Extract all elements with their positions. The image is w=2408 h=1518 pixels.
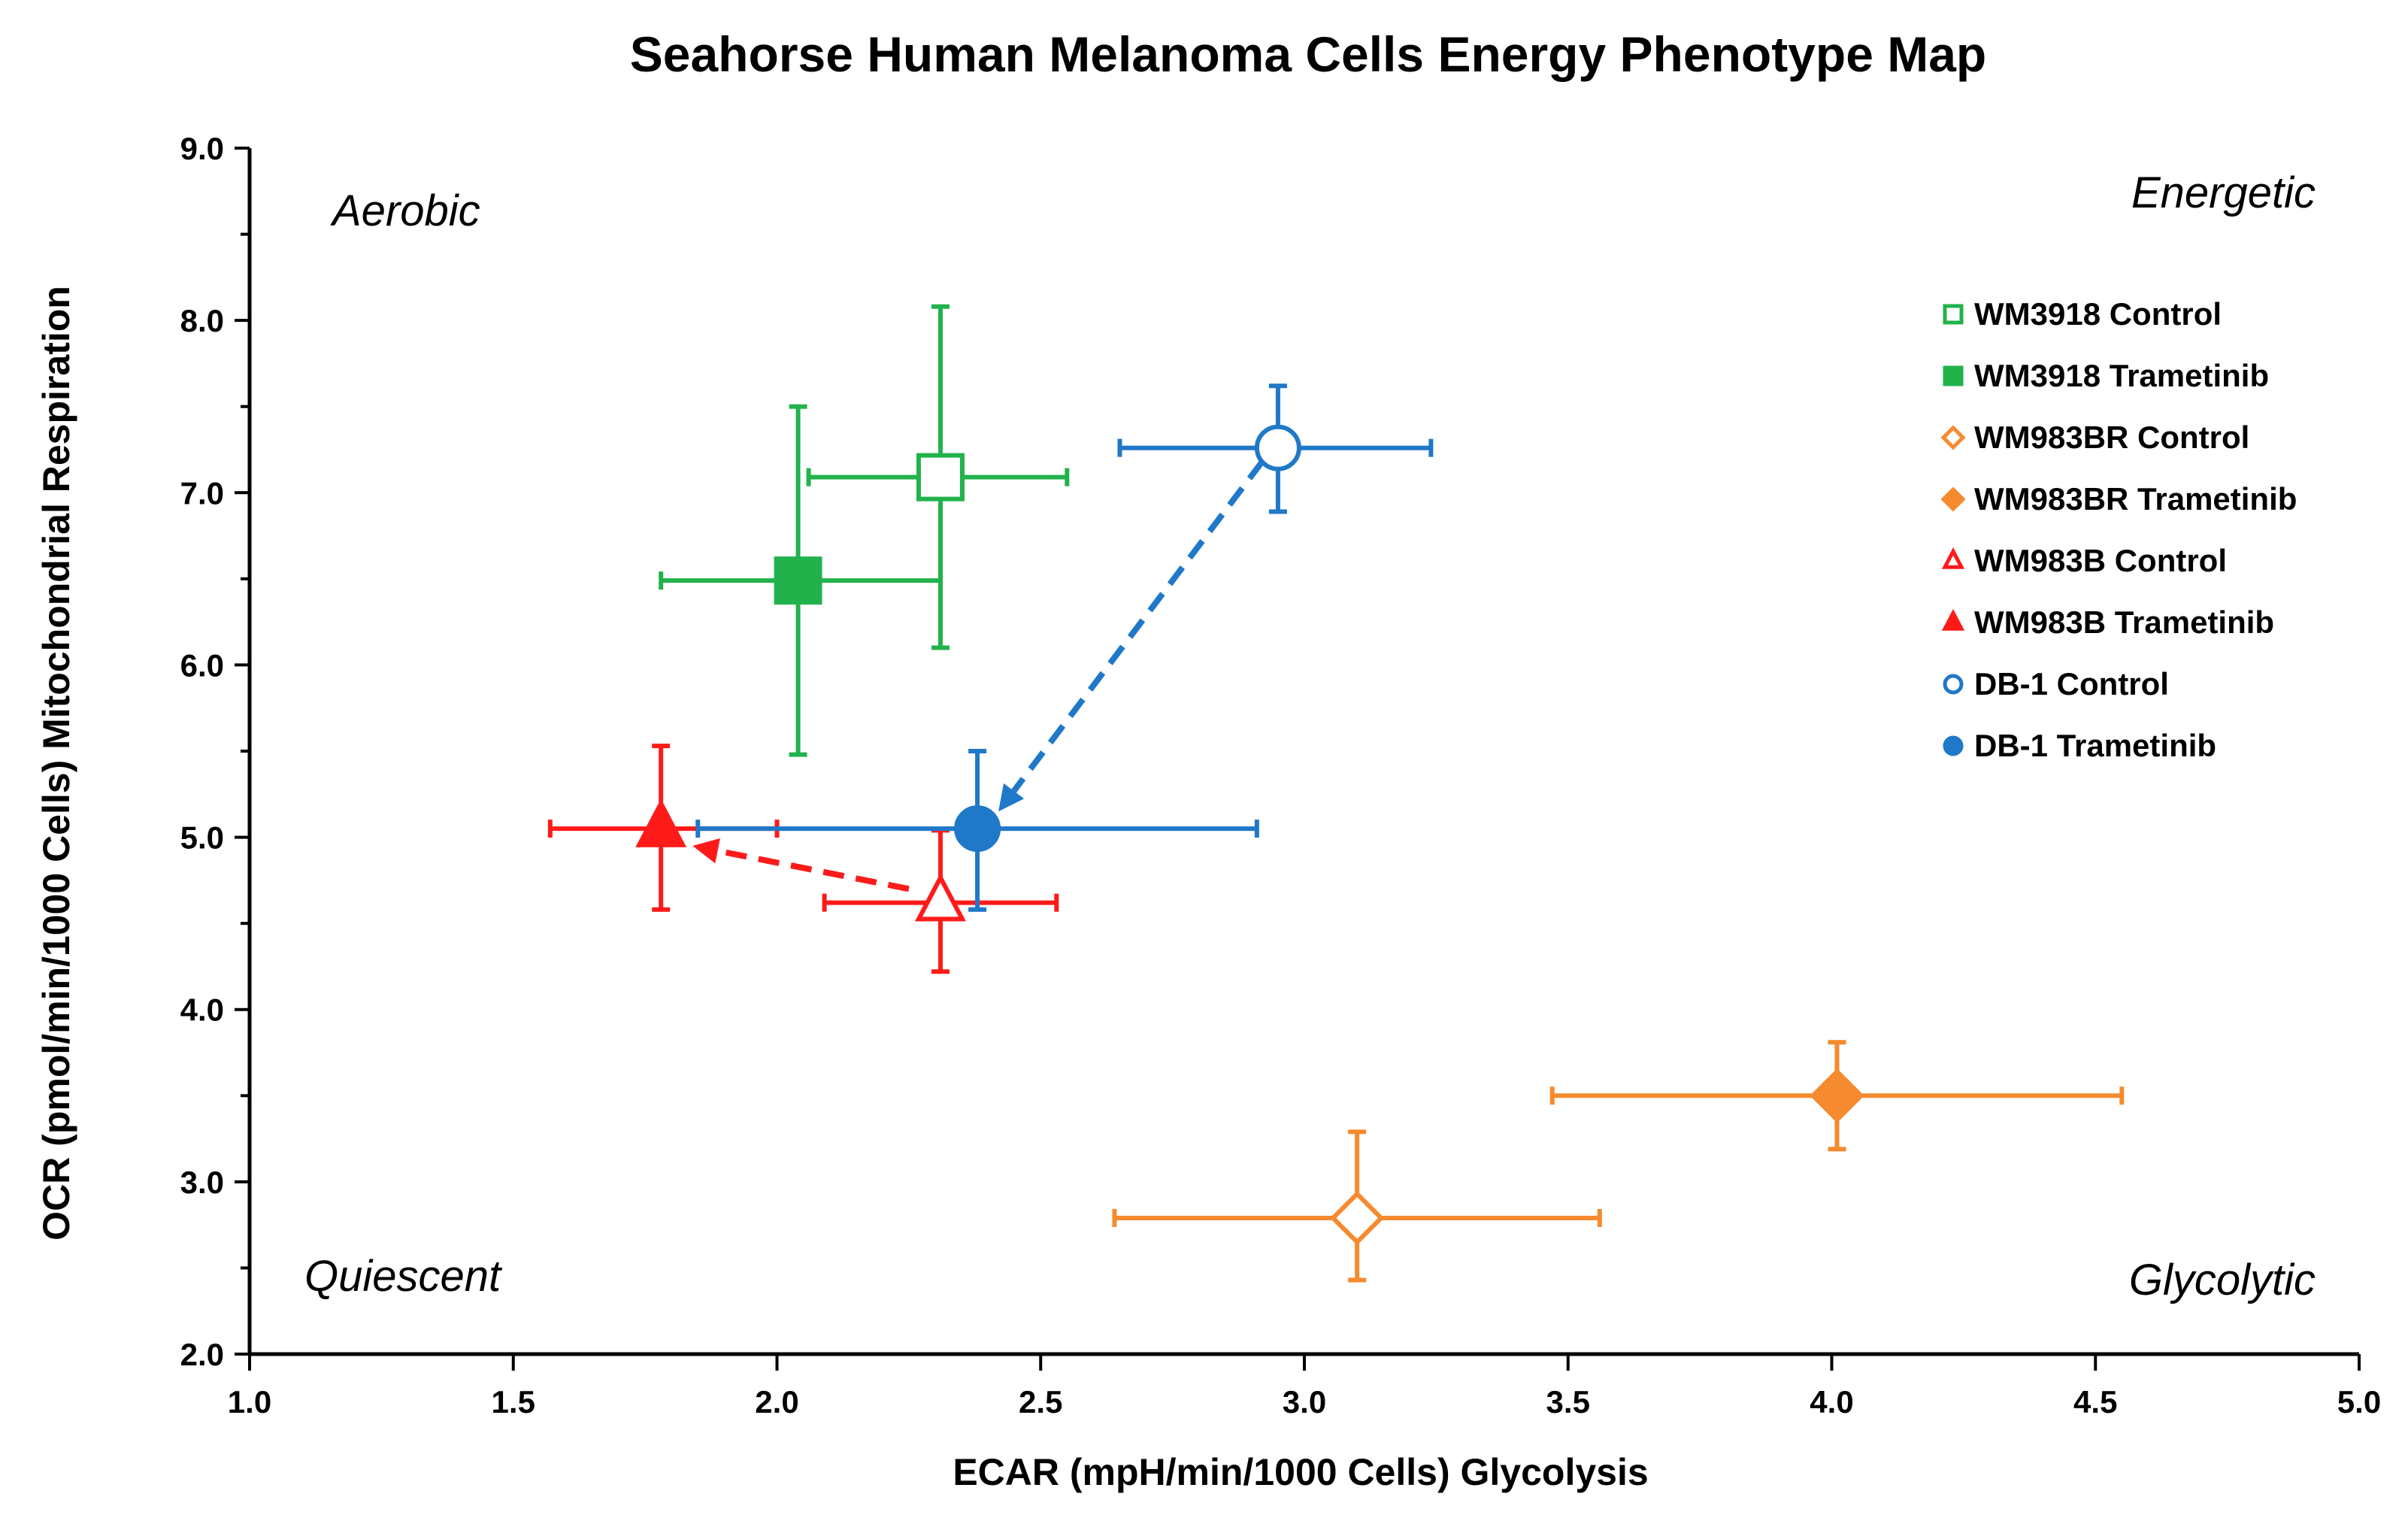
x-tick-label: 2.5 [1019,1384,1062,1420]
legend-entry-label: WM3918 Trametinib [1974,358,2269,393]
y-tick-label: 7.0 [180,475,224,511]
legend-marker [1943,304,1964,325]
trend-arrows [692,459,1265,892]
trend-arrow-head [692,838,720,864]
y-tick-label: 6.0 [180,647,224,683]
data-point [774,556,822,605]
y-tick-label: 4.0 [180,992,224,1028]
data-point [635,798,687,847]
legend-marker [1940,486,1966,512]
legend-marker [1940,425,1966,450]
data-point [954,805,1001,853]
y-tick-label: 3.0 [180,1165,224,1200]
legend-entry-label: WM983BR Trametinib [1974,481,2297,517]
x-tick-label: 4.5 [2073,1384,2117,1420]
x-tick-label: 3.5 [1546,1384,1590,1420]
legend-entry-label: DB-1 Control [1974,666,2169,701]
y-axis-title-group: OCR (pmol/min/1000 Cells) Mitochondrial … [35,286,77,1241]
error-bars [547,304,2125,1283]
data-point [916,453,965,501]
y-tick-label: 9.0 [180,131,224,166]
legend-marker [1941,547,1965,569]
legend-marker [1943,365,1964,386]
x-tick-label: 1.5 [492,1384,535,1420]
trend-arrow-line [1011,459,1265,793]
trend-arrow-head [998,783,1025,812]
axes: 1.0 1.5 2.0 2.5 3.0 3.5 4.0 4.5 5.0 2.0 3.0 4.0 5.0 6… [180,131,2382,1420]
y-tick-label: 8.0 [180,303,224,338]
y-axis-title: OCR (pmol/min/1000 Cells) Mitochondrial … [35,286,77,1241]
legend-marker [1943,674,1964,695]
quadrant-label-aerobic: Aerobic [330,186,480,235]
legend-marker [1941,608,1965,631]
legend-entry-label: WM983B Trametinib [1974,604,2274,640]
chart-title: Seahorse Human Melanoma Cells Energy Phe… [630,26,1987,82]
y-tick-label: 2.0 [180,1337,224,1372]
legend: WM3918 Control WM3918 Trametinib WM983BR C… [1940,296,2297,763]
data-point [914,872,966,922]
trend-arrow-line [716,847,910,892]
quadrant-label-glycolytic: Glycolytic [2129,1256,2316,1304]
x-axis-title: ECAR (mpH/min/1000 Cells) Glycolysis [953,1451,1648,1493]
legend-entry-label: DB-1 Trametinib [1974,728,2216,763]
x-tick-label: 4.0 [1810,1384,1853,1420]
legend-entry-label: WM983B Control [1974,543,2227,578]
legend-entry-label: WM3918 Control [1974,296,2222,332]
data-point [1810,1068,1864,1123]
x-tick-label: 3.0 [1283,1384,1326,1420]
y-tick-label: 5.0 [180,820,224,856]
quadrant-label-energetic: Energetic [2131,168,2316,217]
data-point [1329,1190,1385,1246]
legend-marker [1943,735,1964,756]
data-point [1254,424,1301,471]
quadrant-label-quiescent: Quiescent [304,1252,503,1301]
x-tick-label: 2.0 [755,1384,798,1420]
x-tick-label: 5.0 [2337,1384,2381,1420]
data-points [635,424,1864,1246]
x-tick-label: 1.0 [228,1384,271,1420]
legend-entry-label: WM983BR Control [1974,420,2249,455]
